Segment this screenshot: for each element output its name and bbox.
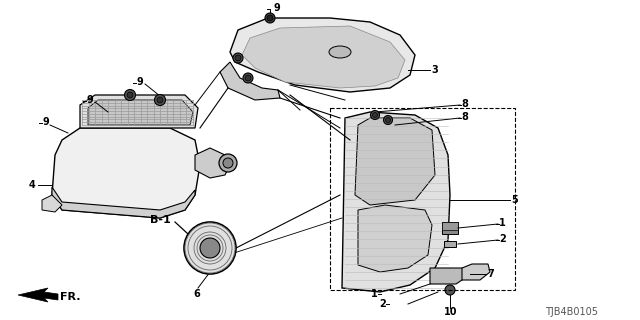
Polygon shape	[342, 112, 450, 292]
Circle shape	[219, 154, 237, 172]
Polygon shape	[430, 268, 468, 284]
Text: TJB4B0105: TJB4B0105	[545, 307, 598, 317]
Text: 5: 5	[511, 195, 518, 205]
Polygon shape	[444, 241, 456, 247]
Text: 9: 9	[42, 117, 49, 127]
Circle shape	[267, 15, 273, 21]
Circle shape	[372, 113, 378, 117]
Text: 1: 1	[371, 289, 378, 299]
Polygon shape	[88, 100, 193, 125]
Circle shape	[157, 97, 163, 103]
Text: 4: 4	[29, 180, 36, 190]
Text: B-1: B-1	[150, 215, 171, 225]
Polygon shape	[52, 187, 195, 218]
Text: 8: 8	[461, 112, 468, 122]
Polygon shape	[52, 128, 200, 218]
Circle shape	[371, 110, 380, 119]
Polygon shape	[18, 288, 58, 302]
Polygon shape	[442, 222, 458, 230]
Circle shape	[243, 73, 253, 83]
Polygon shape	[242, 26, 405, 88]
Circle shape	[184, 222, 236, 274]
Circle shape	[383, 116, 392, 124]
Polygon shape	[80, 95, 198, 128]
Circle shape	[200, 238, 220, 258]
Text: 1: 1	[499, 218, 506, 228]
Polygon shape	[358, 205, 432, 272]
Circle shape	[233, 53, 243, 63]
Ellipse shape	[329, 46, 351, 58]
Circle shape	[265, 13, 275, 23]
Text: 6: 6	[193, 289, 200, 299]
Text: 3: 3	[431, 65, 438, 75]
Circle shape	[245, 75, 251, 81]
Polygon shape	[462, 264, 490, 280]
Polygon shape	[230, 18, 415, 92]
Text: 9: 9	[273, 3, 280, 13]
Circle shape	[127, 92, 133, 98]
Circle shape	[385, 117, 390, 123]
Text: 9: 9	[136, 77, 143, 87]
Polygon shape	[355, 118, 435, 205]
Text: FR.: FR.	[60, 292, 81, 302]
Text: 9: 9	[86, 95, 93, 105]
Text: 2: 2	[499, 234, 506, 244]
Circle shape	[445, 285, 455, 295]
Circle shape	[223, 158, 233, 168]
Bar	[330, 108, 515, 290]
Polygon shape	[42, 195, 62, 212]
Text: 10: 10	[444, 307, 458, 317]
Polygon shape	[442, 222, 458, 234]
Text: 2: 2	[380, 299, 386, 309]
Text: 7: 7	[487, 269, 493, 279]
Polygon shape	[220, 62, 280, 100]
Circle shape	[125, 90, 136, 100]
Circle shape	[235, 55, 241, 61]
Circle shape	[154, 94, 166, 106]
Text: 8: 8	[461, 99, 468, 109]
Polygon shape	[195, 148, 230, 178]
